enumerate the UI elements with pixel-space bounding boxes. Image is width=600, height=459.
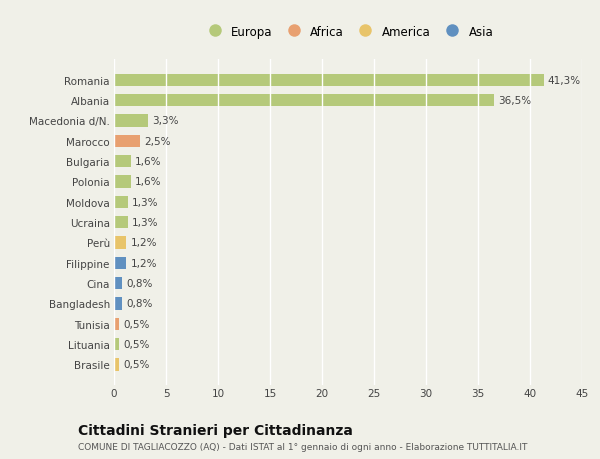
Bar (114, 358, 119, 371)
Bar (114, 237, 127, 249)
Text: 0,5%: 0,5% (124, 319, 150, 329)
Text: 0,8%: 0,8% (127, 299, 153, 309)
Bar (114, 217, 128, 229)
Text: 36,5%: 36,5% (498, 96, 531, 106)
Text: 3,3%: 3,3% (152, 116, 179, 126)
Text: 41,3%: 41,3% (548, 76, 581, 85)
Bar (114, 74, 544, 87)
Bar (114, 257, 127, 269)
Text: 1,3%: 1,3% (131, 197, 158, 207)
Bar (114, 298, 122, 310)
Text: 1,6%: 1,6% (135, 157, 161, 167)
Text: 1,3%: 1,3% (131, 218, 158, 228)
Bar (114, 318, 119, 330)
Bar (114, 176, 131, 188)
Bar (114, 338, 119, 351)
Bar (114, 95, 494, 107)
Text: Cittadini Stranieri per Cittadinanza: Cittadini Stranieri per Cittadinanza (78, 423, 353, 437)
Text: 2,5%: 2,5% (144, 136, 170, 146)
Bar (114, 156, 131, 168)
Text: 1,2%: 1,2% (131, 258, 157, 268)
Legend: Europa, Africa, America, Asia: Europa, Africa, America, Asia (200, 23, 496, 41)
Bar (114, 135, 140, 147)
Text: 0,5%: 0,5% (124, 339, 150, 349)
Text: 0,5%: 0,5% (124, 360, 150, 369)
Text: 0,8%: 0,8% (127, 279, 153, 288)
Bar (114, 196, 128, 208)
Text: 1,2%: 1,2% (131, 238, 157, 248)
Bar (114, 277, 122, 290)
Text: 1,6%: 1,6% (135, 177, 161, 187)
Bar (114, 115, 148, 127)
Text: COMUNE DI TAGLIACOZZO (AQ) - Dati ISTAT al 1° gennaio di ogni anno - Elaborazion: COMUNE DI TAGLIACOZZO (AQ) - Dati ISTAT … (78, 442, 527, 451)
